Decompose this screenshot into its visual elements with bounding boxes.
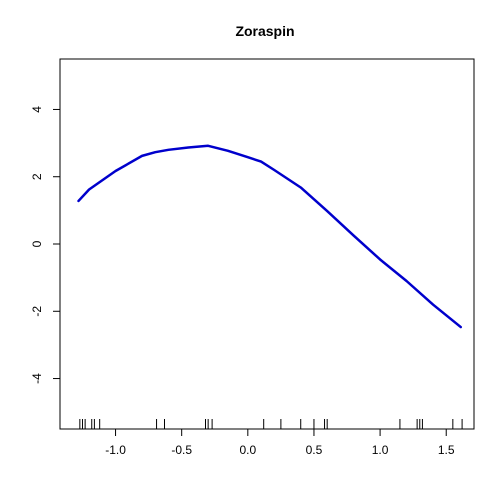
data-point bbox=[154, 151, 157, 153]
data-point bbox=[260, 160, 262, 163]
y-tick-label: 4 bbox=[30, 106, 44, 113]
axes: -1.0 -0.5 0.0 0.5 1.0 1.5 -4 -2 0 2 4 bbox=[30, 106, 455, 457]
data-point bbox=[247, 156, 249, 159]
data-point bbox=[167, 149, 170, 151]
data-point bbox=[432, 303, 434, 306]
data-point bbox=[207, 144, 209, 147]
data-point bbox=[405, 280, 408, 282]
y-tick-label: 2 bbox=[30, 173, 44, 180]
data-point bbox=[187, 146, 190, 149]
plot-area-frame bbox=[59, 58, 475, 430]
y-tick-label: -2 bbox=[30, 306, 44, 317]
data-point bbox=[88, 188, 90, 191]
x-tick-label: 0.5 bbox=[306, 443, 323, 457]
chart-title: Zoraspin bbox=[235, 23, 294, 39]
x-tick-label: -1.0 bbox=[105, 443, 126, 457]
data-point bbox=[326, 210, 328, 212]
series-line bbox=[77, 144, 463, 329]
y-tick-label: 0 bbox=[30, 240, 44, 247]
series-group bbox=[77, 144, 463, 329]
data-point bbox=[114, 170, 117, 172]
data-point bbox=[227, 150, 229, 152]
data-point bbox=[77, 200, 80, 202]
data-point bbox=[459, 326, 462, 328]
data-point bbox=[299, 186, 302, 189]
data-point bbox=[352, 234, 355, 237]
data-point bbox=[141, 155, 143, 157]
x-tick-label: 0.0 bbox=[239, 443, 256, 457]
data-point bbox=[273, 169, 276, 171]
x-tick-label: 1.0 bbox=[372, 443, 389, 457]
rug-marks bbox=[79, 419, 463, 429]
x-tick-label: 1.5 bbox=[438, 443, 455, 457]
x-tick-label: -0.5 bbox=[171, 443, 192, 457]
y-tick-label: -4 bbox=[30, 373, 44, 384]
data-point bbox=[379, 258, 381, 261]
